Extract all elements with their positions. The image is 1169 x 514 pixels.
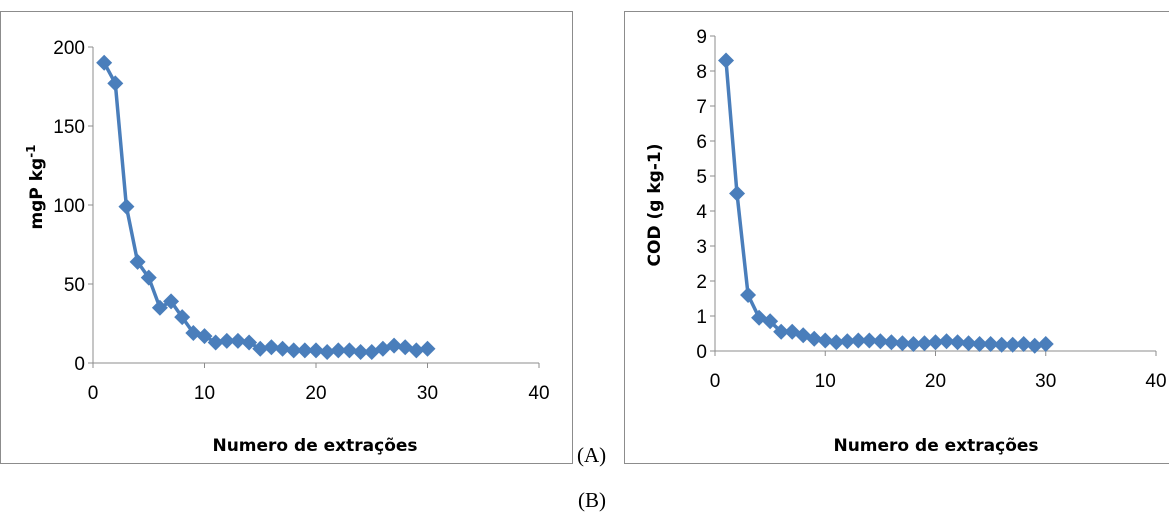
chart-b-data-point <box>927 334 944 351</box>
chart-a-series-line <box>102 61 428 354</box>
chart-b-y-tick-label: 5 <box>696 167 707 188</box>
chart-a-x-tick-label: 20 <box>305 383 326 404</box>
chart-b-data-point <box>872 333 889 350</box>
chart-b-data-point <box>839 333 856 350</box>
chart-a-data-point <box>151 299 168 316</box>
chart-b-data-point <box>960 335 977 352</box>
chart-b-data-point <box>938 333 955 350</box>
chart-b-data-point <box>850 332 867 349</box>
chart-b-y-tick-label: 6 <box>696 132 707 153</box>
chart-a-data-point <box>174 309 191 326</box>
chart-a-data-point <box>308 342 324 359</box>
chart-a-data-point <box>218 332 235 349</box>
chart-b-data-point <box>1004 336 1021 353</box>
chart-a-x-tick-label: 30 <box>417 383 438 404</box>
chart-b-data-point <box>949 334 966 351</box>
chart-b-y-tick-label: 1 <box>696 307 707 328</box>
chart-a-data-point <box>319 343 336 360</box>
chart-a-data-point <box>263 339 280 356</box>
chart-a-data-point <box>285 342 302 359</box>
chart-a-y-tick-label: 0 <box>74 354 85 375</box>
chart-a-data-point <box>118 198 135 215</box>
chart-a-svg: 0 50 100 150 200 0 10 20 30 40 Numero de extraçõe… <box>24 38 550 456</box>
chart-a-data-point <box>129 253 146 270</box>
chart-a-data-point <box>252 340 269 357</box>
chart-a-data-point <box>163 293 180 310</box>
chart-b-data-point <box>883 334 900 351</box>
chart-b-y-tick-label: 3 <box>696 237 707 258</box>
chart-b-data-point <box>806 330 823 347</box>
chart-a-data-point <box>274 340 291 357</box>
chart-b-data-point <box>795 327 812 344</box>
chart-b-y-tick-label: 2 <box>696 272 707 293</box>
chart-a-data-point <box>207 334 224 351</box>
chart-b-y-tick-label: 8 <box>696 62 707 83</box>
chart-a-y-tick-label: 150 <box>53 117 85 138</box>
chart-b-y-tick-label: 7 <box>696 97 707 118</box>
chart-a-data-point <box>229 332 246 349</box>
chart-a-y-tick-label: 200 <box>53 38 85 59</box>
chart-a-data-point <box>386 337 403 354</box>
chart-b-data-point <box>828 334 845 351</box>
chart-b-x-tick-label: 10 <box>815 371 836 392</box>
chart-b-data-point <box>861 332 878 349</box>
chart-a-ylabel: mgP kg-1 <box>24 144 47 229</box>
chart-b-ylabel: COD (g kg-1) <box>645 144 665 267</box>
chart-b-data-point <box>762 313 779 330</box>
chart-a-data-point <box>107 75 124 92</box>
chart-a-data-point <box>341 342 358 359</box>
chart-b-data-point <box>971 336 988 352</box>
chart-panel-b: 0 1 2 3 4 5 6 7 8 9 0 10 20 30 40 Numero de extrações … <box>624 11 1169 464</box>
caption-a: (A) <box>577 443 607 467</box>
chart-a-data-point <box>296 342 313 359</box>
chart-b-data-point <box>773 323 790 340</box>
chart-a-data-point <box>140 269 157 286</box>
chart-a-x-tick-label: 10 <box>194 383 215 404</box>
chart-b-data-point <box>1015 336 1032 352</box>
chart-b-x-tick-label: 0 <box>710 371 721 392</box>
chart-b-data-point <box>916 335 933 352</box>
chart-a-data-point <box>196 328 213 345</box>
chart-a-y-tick-label: 50 <box>64 275 85 296</box>
chart-b-y-tick-label: 9 <box>696 27 707 48</box>
chart-b-data-point <box>740 287 757 303</box>
chart-b-data-point <box>1026 337 1043 354</box>
chart-b-y-tick-label: 0 <box>696 342 707 363</box>
chart-b-data-point <box>993 336 1010 353</box>
chart-b-data-point <box>729 185 746 202</box>
caption-b: (B) <box>578 488 606 512</box>
chart-b-data-point <box>894 335 911 352</box>
chart-a-data-point <box>419 340 436 357</box>
chart-b-series-line <box>724 60 1047 348</box>
chart-a-data-point <box>96 54 113 71</box>
chart-b-x-tick-label: 30 <box>1035 371 1056 392</box>
chart-a-data-point <box>352 343 369 360</box>
chart-b-data-point <box>718 52 735 69</box>
chart-b-data-point <box>1037 336 1054 352</box>
chart-a-data-point <box>330 342 347 359</box>
chart-a-data-point <box>241 334 258 351</box>
chart-a-y-tick-label: 100 <box>53 196 85 217</box>
chart-b-xlabel: Numero de extrações <box>833 436 1038 456</box>
chart-panel-a: 0 50 100 150 200 0 10 20 30 40 Numero de extraçõe… <box>0 11 573 464</box>
chart-a-x-tick-label: 0 <box>88 383 99 404</box>
chart-a-x-tick-label: 40 <box>528 383 549 404</box>
chart-b-data-point <box>982 336 999 352</box>
chart-b-y-tick-label: 4 <box>696 202 707 223</box>
chart-b-data-point <box>817 332 834 349</box>
chart-a-data-point <box>408 342 425 359</box>
chart-b-x-tick-label: 40 <box>1145 371 1166 392</box>
chart-a-xlabel: Numero de extrações <box>212 436 417 456</box>
chart-b-x-tick-label: 20 <box>925 371 946 392</box>
chart-b-data-point <box>905 336 922 352</box>
